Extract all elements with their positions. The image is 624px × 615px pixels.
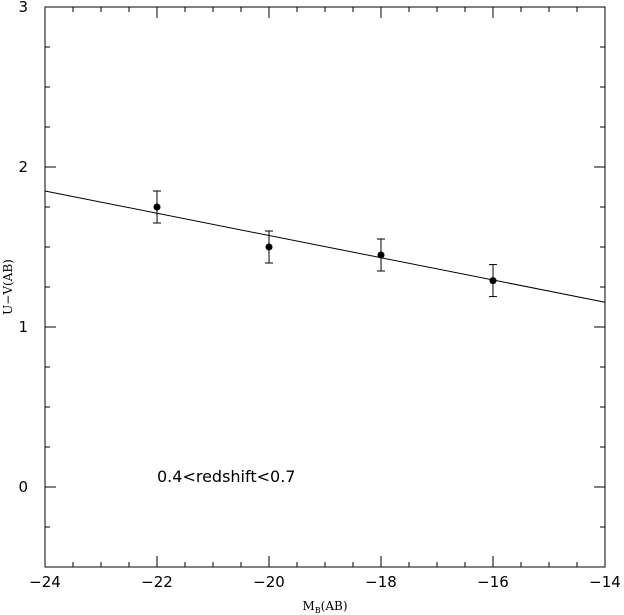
point-marker <box>377 251 385 259</box>
plot-frame <box>44 6 606 568</box>
fit-line <box>44 190 606 303</box>
x-axis-label-suffix: (AB) <box>321 599 348 613</box>
x-axis-label-sub: B <box>315 606 321 615</box>
y-tick-label: 1 <box>18 318 28 336</box>
point-marker <box>489 277 497 285</box>
y-tick-label: 3 <box>18 0 28 16</box>
x-tick-label: −16 <box>477 573 509 591</box>
point-marker <box>153 203 161 211</box>
x-axis-label-main: M <box>302 599 314 613</box>
y-axis-label: U−V(AB) <box>1 259 15 315</box>
data-point <box>265 230 273 264</box>
data-point <box>489 264 497 298</box>
x-tick-label: −24 <box>29 573 61 591</box>
x-tick-label: −22 <box>141 573 173 591</box>
data-point <box>377 238 385 272</box>
x-tick-label: −18 <box>365 573 397 591</box>
data-points <box>153 190 497 298</box>
point-marker <box>265 243 273 251</box>
tick-labels: −24 −22 −20 −18 −16 −14 0 1 2 3 <box>18 0 620 591</box>
annotation: 0.4<redshift<0.7 <box>157 467 295 486</box>
x-axis-label: MB(AB) <box>302 599 347 615</box>
y-tick-label: 2 <box>18 158 28 176</box>
x-tick-label: −20 <box>253 573 285 591</box>
y-tick-label: 0 <box>18 478 28 496</box>
x-tick-label: −14 <box>589 573 621 591</box>
axis-ticks <box>44 6 606 568</box>
data-point <box>153 190 161 224</box>
